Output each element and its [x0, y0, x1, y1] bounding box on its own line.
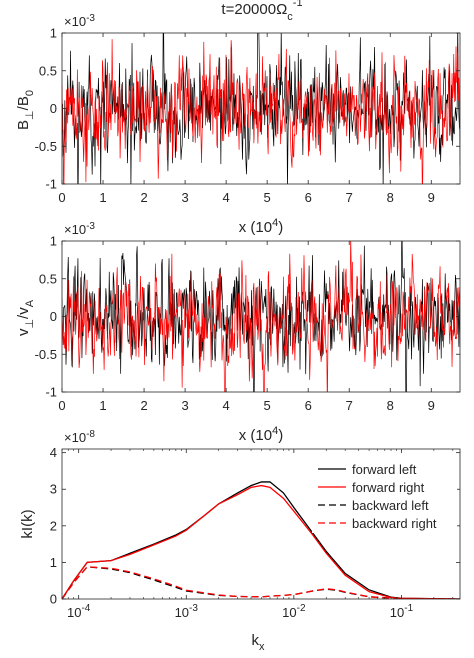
- x-tick-label-0-1: 1: [99, 190, 106, 205]
- series-line-2-0: [62, 481, 460, 599]
- x-tick-label-1-4: 4: [223, 398, 230, 413]
- panel-spectrum-lines: [62, 481, 460, 599]
- y-tick-label-2-4: 4: [50, 445, 57, 460]
- y-tick-label-0-4: 1: [50, 26, 57, 41]
- x-tick-label-0-8: 8: [387, 190, 394, 205]
- y-tick-label-2-1: 1: [50, 555, 57, 570]
- y-tick-label-2-2: 2: [50, 518, 57, 533]
- panel-b-perp-ticks: 0 1 2 3 4 5 6 7 8 9 -1 -0.5 0 0.5 1: [35, 26, 460, 205]
- x-tick-label-1-9: 9: [428, 398, 435, 413]
- x-tick-label-1-7: 7: [346, 398, 353, 413]
- x-tick-label-1-1: 1: [99, 398, 106, 413]
- legend-label-forward-right: forward right: [352, 480, 425, 495]
- x-tick-label-1-3: 3: [181, 398, 188, 413]
- legend-box: [312, 455, 457, 533]
- x-tick-label-0-2: 2: [140, 190, 147, 205]
- y-tick-label-1-2: 0: [50, 309, 57, 324]
- plot-area-0: [62, 33, 460, 184]
- legend-label-backward-left: backward left: [352, 498, 429, 513]
- y-tick-label-1-4: 1: [50, 234, 57, 249]
- panel-b-perp-lines: [62, 33, 460, 184]
- x-tick-label-1-0: 0: [58, 398, 65, 413]
- panel-v-perp-ticks: 0 1 2 3 4 5 6 7 8 9 -1 -0.5 0 0.5 1: [35, 234, 460, 413]
- panel-b-perp-xlabel: x (104): [239, 217, 283, 236]
- y-tick-label-0-1: -0.5: [35, 139, 57, 154]
- x-tick-label-1-8: 8: [387, 398, 394, 413]
- panel-v-perp: 0 1 2 3 4 5 6 7 8 9 -1 -0.5 0 0.5 1 ×10-3 v⊥/vA x (104…: [15, 221, 461, 444]
- panel-spectrum-frame: [61, 448, 461, 600]
- legend: forward left forward right backward left…: [312, 455, 457, 533]
- y-tick-label-0-2: 0: [50, 101, 57, 116]
- plot-area-2: [62, 481, 460, 599]
- panel-v-perp-xlabel: x (104): [239, 425, 283, 444]
- figure-title: t=20000Ωc-1: [221, 0, 302, 23]
- y-tick-label-1-0: -1: [45, 385, 57, 400]
- x-tick-label-0-6: 6: [305, 190, 312, 205]
- y-tick-label-2-0: 0: [50, 592, 57, 607]
- x-tick-label-0-4: 4: [223, 190, 230, 205]
- y-tick-label-0-0: -1: [45, 177, 57, 192]
- series-line-2-3: [62, 566, 460, 599]
- panel-v-perp-lines: [62, 241, 460, 392]
- series-line-0-1: [62, 39, 460, 184]
- legend-label-backward-right: backward right: [352, 516, 437, 531]
- x-tick-label-0-3: 3: [181, 190, 188, 205]
- panel-v-perp-ylabel: v⊥/vA: [15, 299, 36, 336]
- panel-spectrum: 10-4 10-3 10-2 10-1 0 1 2 3 4 ×10-8 kI(k) kx for…: [19, 429, 461, 653]
- y-tick-label-2-3: 3: [50, 482, 57, 497]
- series-line-1-0: [62, 241, 460, 392]
- x-tick-label-2-1: 10-3: [175, 603, 199, 620]
- y-tick-label-1-1: -0.5: [35, 347, 57, 362]
- panel-b-perp-exponent: ×10-3: [64, 13, 95, 29]
- panel-v-perp-exponent: ×10-3: [64, 221, 95, 237]
- y-tick-label-1-3: 0.5: [39, 271, 57, 286]
- x-tick-label-1-5: 5: [264, 398, 271, 413]
- x-tick-label-2-0: 10-4: [67, 603, 91, 620]
- x-tick-label-1-2: 2: [140, 398, 147, 413]
- panel-spectrum-exponent: ×10-8: [64, 429, 95, 445]
- panel-spectrum-xlabel: kx: [252, 632, 266, 653]
- x-tick-label-1-6: 6: [305, 398, 312, 413]
- plot-area-1: [62, 241, 460, 392]
- x-tick-label-0-0: 0: [58, 190, 65, 205]
- x-tick-label-2-2: 10-2: [282, 603, 306, 620]
- panel-b-perp-frame: [61, 32, 461, 185]
- y-tick-label-0-3: 0.5: [39, 63, 57, 78]
- x-tick-label-0-9: 9: [428, 190, 435, 205]
- x-tick-label-0-5: 5: [264, 190, 271, 205]
- panel-b-perp-ylabel: B⊥/B0: [15, 90, 36, 130]
- panel-b-perp: 0 1 2 3 4 5 6 7 8 9 -1 -0.5 0 0.5 1 ×10-3 B⊥/B0 x (104…: [15, 13, 461, 236]
- panel-v-perp-frame: [61, 240, 461, 393]
- series-line-2-2: [62, 566, 460, 599]
- panel-spectrum-ylabel: kI(k): [19, 509, 36, 538]
- series-line-1-1: [62, 241, 460, 392]
- x-tick-label-0-7: 7: [346, 190, 353, 205]
- series-line-2-1: [62, 484, 460, 599]
- legend-label-forward-left: forward left: [352, 462, 417, 477]
- x-tick-label-2-3: 10-1: [390, 603, 414, 620]
